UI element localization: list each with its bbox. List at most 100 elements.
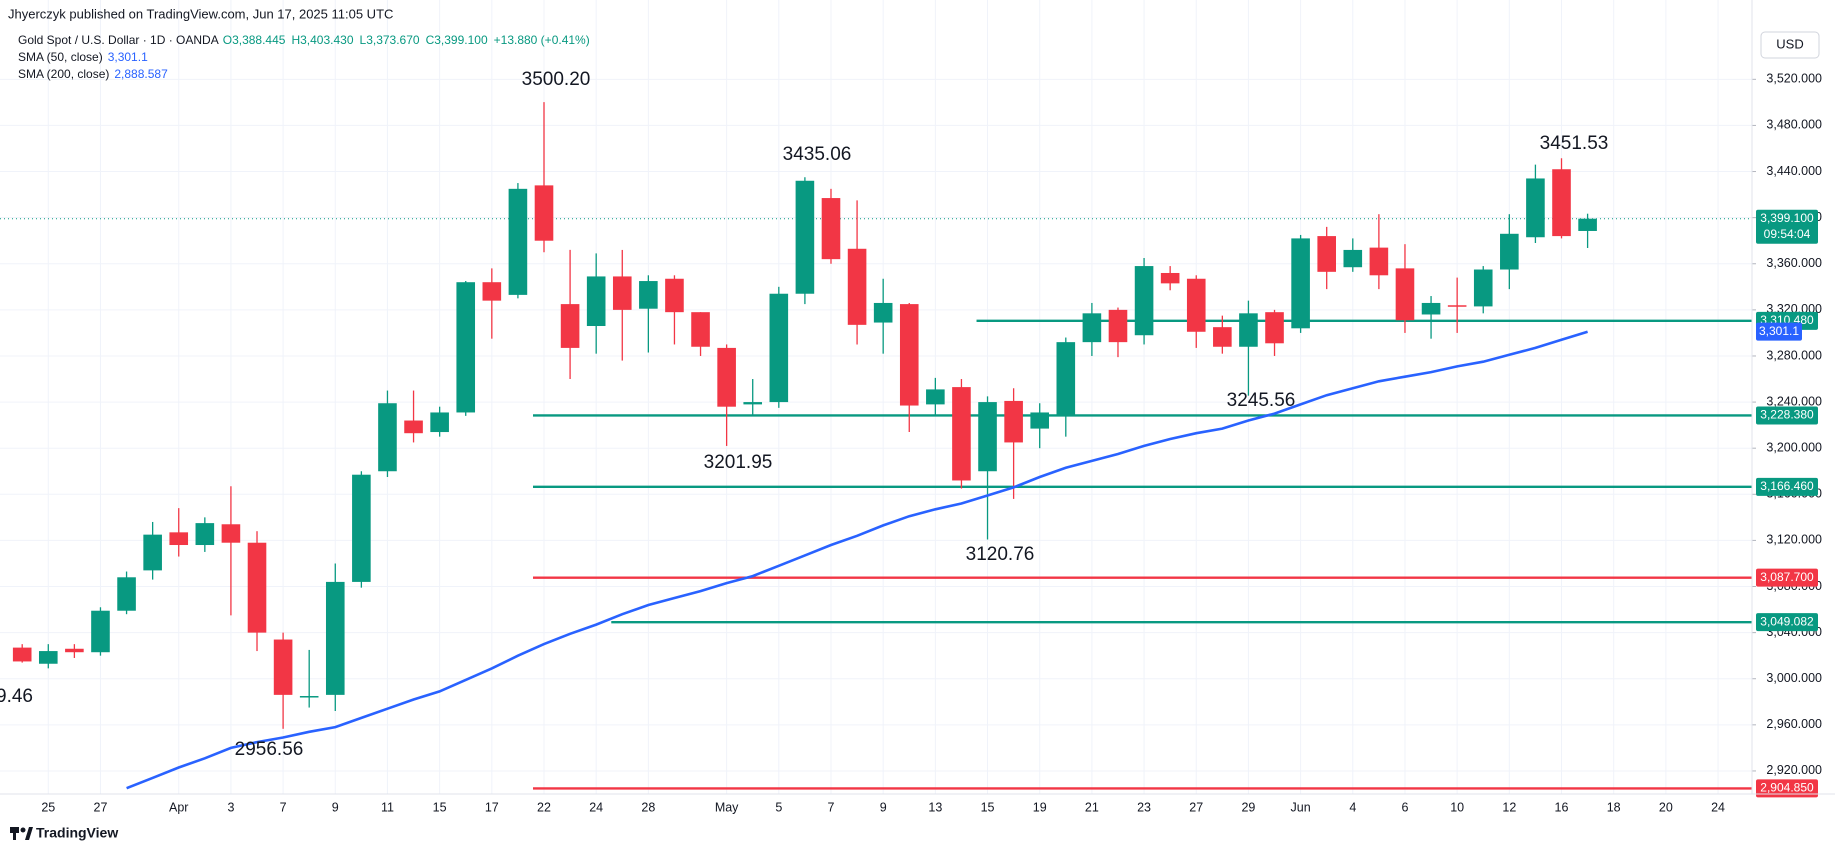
x-tick-label: 4: [1349, 800, 1356, 814]
candle-body: [1500, 233, 1519, 270]
x-tick-label: 9: [880, 800, 887, 814]
candle-body: [1578, 218, 1597, 231]
x-tick-label: 16: [1555, 800, 1569, 814]
x-tick-label: 29: [1241, 800, 1255, 814]
level-label: 2,904.850: [1760, 781, 1814, 795]
y-tick-label: 3,440.000: [1766, 164, 1822, 178]
annotation: 3201.95: [704, 452, 773, 473]
logo-mark: [25, 827, 33, 840]
candle-body: [1473, 269, 1493, 307]
candle-body: [1004, 400, 1023, 443]
sma-label: 3,301.1: [1759, 324, 1799, 338]
candle-body: [143, 534, 162, 571]
x-tick-label: 6: [1401, 800, 1408, 814]
y-tick-label: 2,960.000: [1766, 717, 1822, 731]
candle-body: [38, 651, 58, 664]
candle-body: [325, 581, 345, 695]
level-label-box: [1756, 406, 1818, 425]
candle-body: [639, 281, 658, 309]
candle-body: [404, 420, 423, 434]
candle-body: [1526, 178, 1545, 238]
candle-body: [899, 304, 919, 406]
candle-body: [717, 347, 736, 407]
candle-body: [1265, 312, 1284, 344]
x-tick-label: 15: [981, 800, 995, 814]
y-tick-label: 3,120.000: [1766, 533, 1822, 547]
candle-body: [273, 639, 293, 695]
candle-body: [873, 302, 893, 323]
ohlc-value: L3,373.670: [360, 33, 420, 47]
logo-mark: [20, 827, 26, 833]
x-tick-label: 21: [1085, 800, 1099, 814]
sma-label-box: [1756, 322, 1802, 341]
x-tick-label: 7: [280, 800, 287, 814]
candle-body: [12, 647, 32, 662]
x-tick-label: 12: [1502, 800, 1516, 814]
candle-body: [1160, 272, 1180, 284]
x-tick-label: 23: [1137, 800, 1151, 814]
x-tick-label: Jun: [1291, 800, 1311, 814]
symbol: Gold Spot / U.S. Dollar · 1D · OANDA: [18, 33, 219, 47]
candle-body: [169, 532, 189, 546]
candle-body: [1395, 268, 1415, 321]
x-tick-label: May: [715, 800, 739, 814]
level-label-box: [1756, 613, 1818, 632]
x-tick-label: 10: [1450, 800, 1464, 814]
candle-body: [482, 282, 502, 301]
level-label: 3,228.380: [1760, 408, 1814, 422]
x-tick-label: 19: [1033, 800, 1047, 814]
candle-body: [1108, 309, 1128, 343]
x-tick-label: 27: [1189, 800, 1203, 814]
candle-body: [665, 278, 684, 313]
brand: TradingView: [36, 825, 118, 841]
candle-body: [117, 577, 136, 611]
legend-indicator: SMA (200, close) 2,888.587: [18, 67, 168, 81]
candle-body: [1291, 238, 1310, 329]
publisher: Jhyerczyk published on TradingView.com, …: [8, 6, 393, 21]
annotation: 2956.56: [235, 739, 304, 760]
grid: [0, 0, 1752, 794]
indicator-value: 3,301.1: [108, 50, 148, 64]
y-tick-label: 3,280.000: [1766, 348, 1822, 362]
x-tick-label: 17: [485, 800, 499, 814]
candle-body: [821, 198, 841, 260]
level-label: 3,166.460: [1760, 479, 1814, 493]
x-tick-label: 24: [589, 800, 603, 814]
y-tick-label: 3,520.000: [1766, 72, 1822, 86]
levels: [0, 218, 1752, 790]
indicator-value: 2,888.587: [114, 67, 168, 81]
candle-body: [1056, 342, 1076, 415]
candle-body: [743, 402, 763, 405]
y-tick-label: 3,480.000: [1766, 118, 1822, 132]
currency-box[interactable]: [1760, 31, 1820, 59]
annotation: 3451.53: [1540, 133, 1609, 154]
current-price-box: [1756, 209, 1818, 244]
candle-body: [247, 542, 267, 633]
countdown: 09:54:04: [1764, 227, 1811, 241]
x-tick-label: 13: [928, 800, 942, 814]
candle-body: [352, 474, 371, 582]
candle-body: [1030, 412, 1050, 429]
candle-body: [1239, 313, 1258, 347]
annotation: 3245.56: [1227, 390, 1296, 411]
legend-indicator: SMA (50, close) 3,301.1: [18, 50, 148, 64]
logo-mark: [13, 827, 16, 840]
logo: TradingView: [10, 825, 118, 841]
candle-body: [1369, 247, 1389, 276]
candle-body: [534, 185, 554, 241]
candle-body: [795, 180, 815, 294]
y-tick-label: 3,360.000: [1766, 256, 1822, 270]
x-tick-label: 3: [227, 800, 234, 814]
candle-body: [1317, 236, 1336, 272]
ohlc-value: O3,388.445: [223, 33, 286, 47]
candle-body: [378, 403, 397, 472]
candle-body: [1447, 305, 1467, 307]
y-tick-label: 3,240.000: [1766, 394, 1822, 408]
plot: [12, 102, 1597, 790]
sma-line: [126, 330, 1588, 790]
candle-body: [508, 188, 528, 295]
annotation: 3500.20: [522, 69, 591, 90]
candle-body: [586, 276, 606, 327]
